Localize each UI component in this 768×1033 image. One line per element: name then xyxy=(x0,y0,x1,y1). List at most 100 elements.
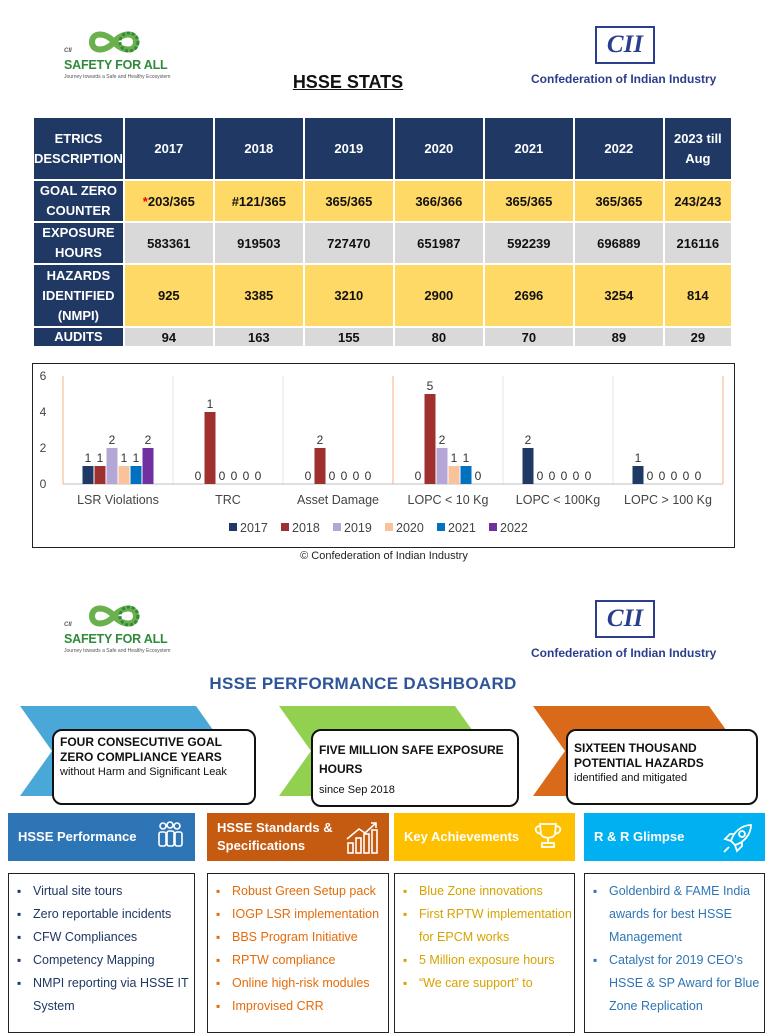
bar-2017 xyxy=(522,448,534,484)
data-label: 2 xyxy=(109,433,116,447)
row-label: HAZARDS IDENTIFIED (NMPI) xyxy=(34,265,123,326)
legend-swatch xyxy=(229,523,237,531)
data-label: 0 xyxy=(647,469,654,483)
table-cell: 70 xyxy=(484,328,573,346)
data-label: 0 xyxy=(549,469,556,483)
data-label: 0 xyxy=(573,469,580,483)
data-label: 0 xyxy=(695,469,702,483)
category-hsse-standards: HSSE Standards & Specifications xyxy=(207,813,389,861)
data-label: 0 xyxy=(537,469,544,483)
legend-swatch xyxy=(281,523,289,531)
table-cell: 3385 xyxy=(214,265,303,326)
legend-label: 2022 xyxy=(500,521,528,535)
table-cell: 3210 xyxy=(304,265,393,326)
data-label: 1 xyxy=(207,397,214,411)
legend-swatch xyxy=(333,523,341,531)
data-label: 0 xyxy=(219,469,226,483)
table-cell: 366/366 xyxy=(394,181,483,221)
table-cell: 814 xyxy=(664,265,731,326)
callout-headline: FIVE MILLION SAFE EXPOSURE HOURS xyxy=(319,743,504,776)
list-item: CFW Compliances xyxy=(9,926,194,949)
safety-tagline: Journey towards a Safe and Healthy Ecosy… xyxy=(64,648,171,654)
bar-2017 xyxy=(82,466,94,484)
data-label: 1 xyxy=(121,451,128,465)
list-item: Zero reportable incidents xyxy=(9,903,194,926)
legend-swatch xyxy=(437,523,445,531)
bar-2017 xyxy=(632,466,644,484)
list-item: Catalyst for 2019 CEO’s HSSE & SP Award … xyxy=(585,949,764,1018)
list-hsse-standards: Robust Green Setup pack IOGP LSR impleme… xyxy=(207,873,389,1033)
data-label: 2 xyxy=(439,433,446,447)
list-item: Online high-risk modules xyxy=(208,972,388,995)
data-label: 1 xyxy=(463,451,470,465)
bar-2019 xyxy=(436,448,448,484)
table-cell: 365/365 xyxy=(484,181,573,221)
list-item: Competency Mapping xyxy=(9,949,194,972)
table-cell: 216116 xyxy=(664,223,731,263)
category-hsse-performance: HSSE Performance xyxy=(8,813,195,861)
header-year: 2017 xyxy=(124,118,213,179)
incident-chart: 0 2 4 6 1 1 2 1 1 2 LSR Violations 0 1 0 0 0 0 TRC 0 2 0 0 0 0 A… xyxy=(32,363,735,548)
header-year: 2018 xyxy=(214,118,303,179)
table-cell: 925 xyxy=(124,265,213,326)
category-title: HSSE Performance xyxy=(18,829,137,844)
row-label: EXPOSURE HOURS xyxy=(34,223,123,263)
data-label: 0 xyxy=(231,469,238,483)
table-cell: *203/365 xyxy=(124,181,213,221)
bar-2018 xyxy=(314,448,326,484)
list-item: Robust Green Setup pack xyxy=(208,880,388,903)
table-cell: 651987 xyxy=(394,223,483,263)
list-hsse-performance: Virtual site tours Zero reportable incid… xyxy=(8,873,195,1033)
category-title: Key Achievements xyxy=(404,829,520,844)
header-metric: ETRICS DESCRIPTION xyxy=(34,118,123,179)
callout-subtext: since Sep 2018 xyxy=(319,784,395,796)
rocket-icon xyxy=(723,824,752,853)
list-key-achievements: Blue Zone innovations First RPTW impleme… xyxy=(394,873,575,1033)
data-label: 0 xyxy=(415,469,422,483)
header-year: 2020 xyxy=(394,118,483,179)
data-label: 1 xyxy=(85,451,92,465)
legend-swatch xyxy=(489,523,497,531)
category-label: TRC xyxy=(215,493,241,507)
footnote-marker: * xyxy=(142,193,148,209)
data-label: 1 xyxy=(97,451,104,465)
table-header-row: ETRICS DESCRIPTION 2017 2018 2019 2020 2… xyxy=(34,118,731,179)
cii-box-logo: CII xyxy=(595,26,655,64)
callout-exposure-hours: FIVE MILLION SAFE EXPOSURE HOURS since S… xyxy=(311,729,519,807)
table-cell: 163 xyxy=(214,328,303,346)
list-item: IOGP LSR implementation xyxy=(208,903,388,926)
cii-box-logo: CII xyxy=(595,600,655,638)
table-cell: #121/365 xyxy=(214,181,303,221)
table-cell: 29 xyxy=(664,328,731,346)
trophy-icon xyxy=(534,823,562,848)
safety-tagline: Journey towards a Safe and Healthy Ecosy… xyxy=(64,74,171,80)
table-row: AUDITS 94 163 155 80 70 89 29 xyxy=(34,328,731,346)
data-label: 0 xyxy=(683,469,690,483)
data-label: 0 xyxy=(353,469,360,483)
list-item: Blue Zone innovations xyxy=(395,880,574,903)
table-cell: 592239 xyxy=(484,223,573,263)
header-year: 2019 xyxy=(304,118,393,179)
cii-full-name: Confederation of Indian Industry xyxy=(531,646,717,660)
table-cell: 243/243 xyxy=(664,181,731,221)
data-label: 0 xyxy=(329,469,336,483)
y-tick-label: 4 xyxy=(40,405,47,419)
data-label: 0 xyxy=(255,469,262,483)
data-label: 2 xyxy=(145,433,152,447)
table-row: HAZARDS IDENTIFIED (NMPI) 925 3385 3210 … xyxy=(34,265,731,326)
header-year: 2023 till Aug xyxy=(664,118,731,179)
data-label: 0 xyxy=(561,469,568,483)
data-label: 0 xyxy=(243,469,250,483)
list-item: Goldenbird & FAME India awards for best … xyxy=(585,880,764,949)
data-label: 0 xyxy=(195,469,202,483)
data-label: 2 xyxy=(317,433,324,447)
cii-full-name: Confederation of Indian Industry xyxy=(531,72,717,86)
data-label: 1 xyxy=(635,451,642,465)
legend-label: 2018 xyxy=(292,521,320,535)
list-item: “We care support” to xyxy=(395,972,574,995)
table-cell: 919503 xyxy=(214,223,303,263)
data-label: 0 xyxy=(365,469,372,483)
callout-headline: SIXTEEN THOUSAND POTENTIAL HAZARDS xyxy=(574,741,704,770)
stats-title: HSSE STATS xyxy=(292,72,404,92)
